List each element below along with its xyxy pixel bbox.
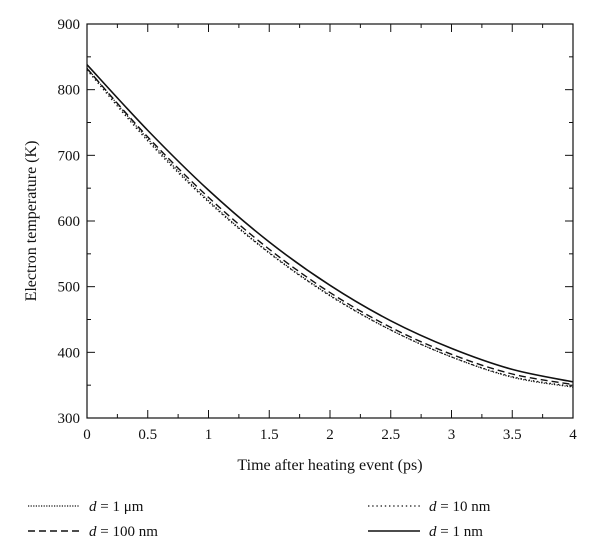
x-tick-label: 0.5 (138, 427, 157, 443)
y-tick-label: 900 (58, 17, 81, 33)
x-tick-label: 1.5 (260, 427, 279, 443)
legend-label-2: d = 100 nm (89, 524, 158, 540)
y-tick-label: 300 (58, 411, 81, 427)
x-tick-label: 4 (569, 427, 577, 443)
legend: d = 1 μm d = 10 nm d = 100 nm d = 1 nm (28, 499, 491, 540)
y-tick-label: 400 (58, 345, 81, 361)
x-axis-title: Time after heating event (ps) (237, 457, 422, 474)
x-tick-label: 1 (205, 427, 213, 443)
y-tick-label: 600 (58, 214, 81, 230)
plot-frame (86, 23, 574, 419)
y-axis-title: Electron temperature (K) (23, 141, 40, 302)
y-tick-label: 700 (58, 148, 81, 164)
x-tick-label: 3.5 (503, 427, 522, 443)
x-tick-label: 2 (326, 427, 334, 443)
legend-label-0: d = 1 μm (89, 499, 144, 515)
series-lines (86, 64, 574, 388)
x-tick-label: 2.5 (381, 427, 400, 443)
series-line-3 (86, 64, 574, 383)
legend-label-3: d = 1 nm (429, 524, 483, 540)
y-tick-label: 800 (58, 83, 81, 99)
x-tick-label: 3 (448, 427, 456, 443)
series-line-2 (86, 68, 574, 386)
axis-ticks (86, 23, 574, 419)
y-tick-label: 500 (58, 280, 81, 296)
tick-labels: 0 0.5 1 1.5 2 2.5 3 3.5 4 300 400 500 600 700 800 900 (58, 17, 578, 443)
legend-label-1: d = 10 nm (429, 499, 491, 515)
x-tick-label: 0 (83, 427, 91, 443)
series-line-0 (86, 67, 574, 388)
series-line-1 (86, 69, 574, 388)
